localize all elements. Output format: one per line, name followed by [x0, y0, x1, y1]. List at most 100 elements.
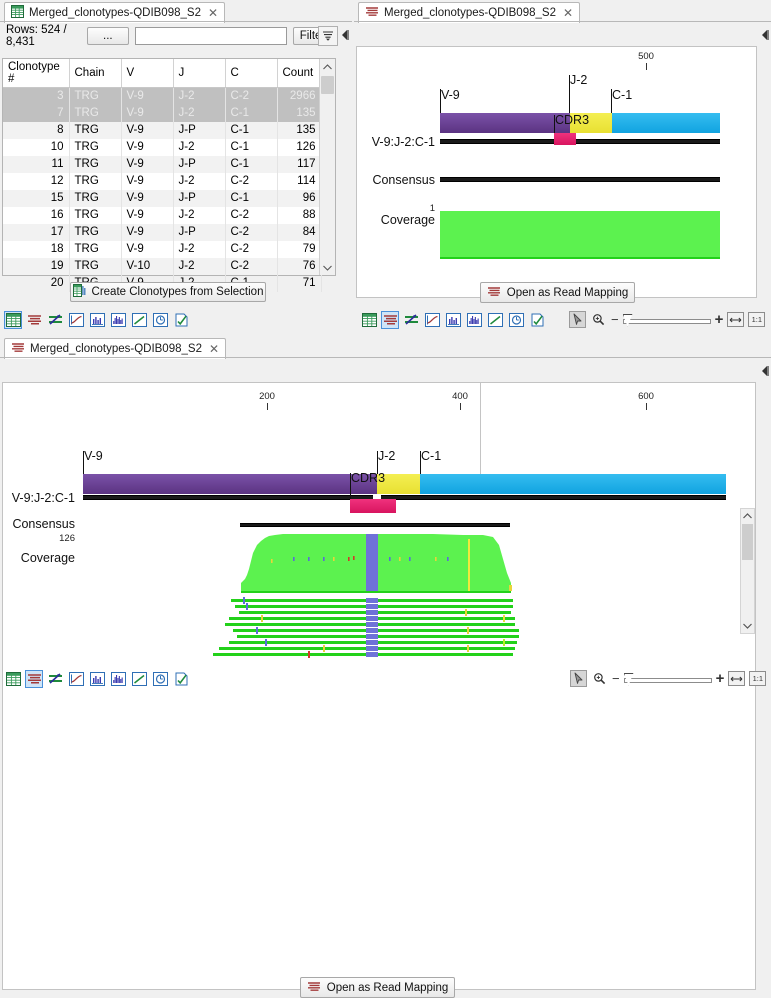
fit-width-icon[interactable] — [727, 312, 745, 327]
top-right-collapse-icon[interactable] — [760, 28, 769, 42]
bar-chart-icon[interactable] — [88, 670, 106, 688]
fit-width-icon[interactable] — [728, 671, 746, 686]
close-icon[interactable]: ✕ — [562, 6, 574, 20]
selection-arrow-icon[interactable] — [570, 670, 587, 687]
table-row[interactable]: 17 TRG V-9 J-P C-2 84 — [3, 223, 322, 241]
table-row[interactable]: 16 TRG V-9 J-2 C-2 88 — [3, 206, 322, 224]
col-j[interactable]: J — [173, 59, 226, 88]
scroll-thumb[interactable] — [742, 524, 753, 560]
scroll-up-icon[interactable] — [320, 59, 335, 74]
histogram-icon[interactable] — [109, 311, 127, 329]
filter-funnel-icon[interactable] — [318, 26, 338, 46]
circle-plot-icon[interactable] — [151, 311, 169, 329]
table-row[interactable]: 12 TRG V-9 J-2 C-2 114 — [3, 172, 322, 190]
mapping-canvas-top[interactable]: 500 V-9 J-2 C-1 V-9:J-2:C-1 CDR3 Consens… — [356, 46, 757, 298]
table-row[interactable]: 18 TRG V-9 J-2 C-2 79 — [3, 240, 322, 258]
table-row[interactable]: 11 TRG V-9 J-P C-1 117 — [3, 155, 322, 173]
clonotype-table-panel: Merged_clonotypes-QDIB098_S2 ✕ Rows: 524… — [0, 0, 352, 334]
read-mapping-view-icon[interactable] — [25, 670, 43, 688]
close-icon[interactable]: ✕ — [207, 6, 219, 20]
zoom-slider[interactable] — [623, 672, 712, 686]
scroll-down-icon[interactable] — [320, 260, 335, 275]
table-vertical-scrollbar[interactable] — [319, 59, 335, 275]
table-row[interactable]: 19 TRG V-10 J-2 C-2 76 — [3, 257, 322, 275]
create-clonotypes-button[interactable]: Create Clonotypes from Selection — [70, 282, 266, 302]
circle-plot-icon[interactable] — [151, 670, 169, 688]
line-chart-icon[interactable] — [130, 670, 148, 688]
open-as-read-mapping-button-bottom[interactable]: Open as Read Mapping — [300, 977, 455, 998]
coverage-block-top[interactable] — [440, 211, 720, 257]
report-check-icon[interactable] — [528, 311, 546, 329]
table-row[interactable]: 15 TRG V-9 J-P C-1 96 — [3, 189, 322, 207]
circle-plot-icon[interactable] — [507, 311, 525, 329]
zoom-tool-icon[interactable] — [590, 311, 607, 328]
v-segment-bar[interactable] — [440, 113, 570, 133]
table-view-icon[interactable] — [4, 670, 22, 688]
table-row[interactable]: 7 TRG V-9 J-2 C-1 135 — [3, 104, 322, 122]
j-segment-bar[interactable] — [570, 113, 612, 133]
clonotype-table[interactable]: Clonotype # Chain V J C Count 3 TRG V-9 J-2… — [2, 58, 336, 292]
curve-chart-icon[interactable] — [423, 311, 441, 329]
col-c[interactable]: C — [225, 59, 278, 88]
advanced-filter-button[interactable]: ... — [86, 27, 129, 45]
report-check-icon[interactable] — [172, 311, 190, 329]
left-panel-collapse-icon[interactable] — [340, 28, 349, 42]
read-mapping-view-icon[interactable] — [381, 311, 399, 329]
table-row[interactable]: 3 TRG V-9 J-2 C-2 2966 — [3, 87, 322, 105]
coverage-and-reads-graphic[interactable] — [3, 529, 756, 689]
filter-search-input[interactable] — [134, 27, 287, 45]
zoom-out-label[interactable]: − — [612, 671, 620, 686]
clonotype-table-icon — [72, 284, 86, 300]
zoom-tool-icon[interactable] — [591, 670, 608, 687]
c-segment-bar[interactable] — [612, 113, 720, 133]
curve-chart-icon[interactable] — [67, 670, 85, 688]
close-icon[interactable]: ✕ — [208, 342, 220, 356]
col-chain[interactable]: Chain — [69, 59, 122, 88]
alignment-view-icon[interactable] — [402, 311, 420, 329]
histogram-icon[interactable] — [109, 670, 127, 688]
one-to-one-zoom-button[interactable]: 1:1 — [749, 671, 767, 686]
scroll-down-icon[interactable] — [741, 619, 754, 633]
bar-chart-icon[interactable] — [88, 311, 106, 329]
zoom-out-label[interactable]: − — [611, 312, 619, 327]
zoom-slider[interactable] — [622, 313, 711, 327]
clonotype-cell: 11 — [3, 155, 70, 173]
c-segment-bar[interactable] — [420, 474, 726, 494]
tab-merged-clonotypes-mapping-bottom[interactable]: Merged_clonotypes-QDIB098_S2 ✕ — [4, 338, 227, 359]
alignment-view-icon[interactable] — [46, 311, 64, 329]
report-check-icon[interactable] — [172, 670, 190, 688]
tab-merged-clonotypes-mapping-top[interactable]: Merged_clonotypes-QDIB098_S2 ✕ — [358, 2, 581, 23]
zoom-in-label[interactable]: + — [714, 311, 724, 328]
clonotype-cell: 19 — [3, 257, 70, 275]
histogram-icon[interactable] — [465, 311, 483, 329]
line-chart-icon[interactable] — [486, 311, 504, 329]
tab-merged-clonotypes-table[interactable]: Merged_clonotypes-QDIB098_S2 ✕ — [4, 2, 226, 23]
zoom-in-label[interactable]: + — [715, 670, 725, 687]
bottom-collapse-icon[interactable] — [760, 364, 769, 378]
open-as-read-mapping-button-top[interactable]: Open as Read Mapping — [480, 282, 635, 303]
bar-chart-icon[interactable] — [444, 311, 462, 329]
chain-cell: TRG — [69, 138, 122, 156]
col-count[interactable]: Count — [277, 59, 322, 88]
selection-arrow-icon[interactable] — [569, 311, 586, 328]
scroll-up-icon[interactable] — [741, 509, 754, 523]
table-row[interactable]: 10 TRG V-9 J-2 C-1 126 — [3, 138, 322, 156]
cdr3-region-bar[interactable] — [554, 133, 576, 145]
cdr3-region-bar[interactable] — [350, 499, 396, 513]
bottom-vertical-scrollbar[interactable] — [740, 508, 755, 634]
j-segment-bar[interactable] — [377, 474, 420, 494]
line-chart-icon[interactable] — [130, 311, 148, 329]
one-to-one-zoom-button[interactable]: 1:1 — [748, 312, 766, 327]
curve-chart-icon[interactable] — [67, 311, 85, 329]
table-view-icon[interactable] — [360, 311, 378, 329]
j-cell: J-2 — [173, 138, 226, 156]
col-clonotype[interactable]: Clonotype # — [3, 59, 70, 88]
table-row[interactable]: 8 TRG V-9 J-P C-1 135 — [3, 121, 322, 139]
v-segment-bar[interactable] — [83, 474, 377, 494]
col-v[interactable]: V — [121, 59, 174, 88]
j-cell: J-2 — [173, 206, 226, 224]
scroll-thumb[interactable] — [321, 76, 334, 94]
alignment-view-icon[interactable] — [46, 670, 64, 688]
table-view-icon[interactable] — [4, 311, 22, 329]
read-mapping-view-icon[interactable] — [25, 311, 43, 329]
